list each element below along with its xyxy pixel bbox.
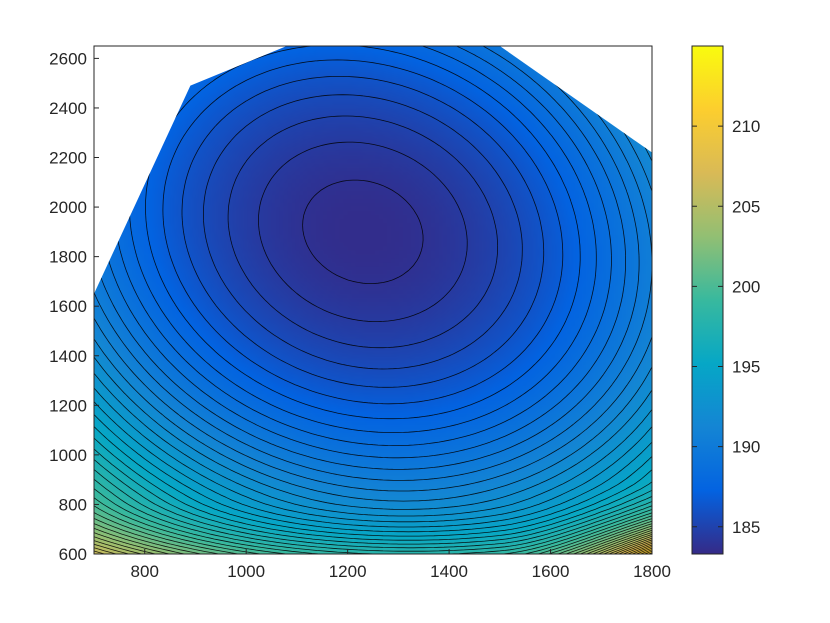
colorbar-tick-label: 205 [732, 197, 760, 216]
contour-line [145, 46, 581, 420]
colorbar-axis: 185 190 195 200 205 210 [692, 117, 760, 537]
y-tick-label: 1600 [49, 297, 87, 316]
contour-line [302, 179, 424, 284]
contour-line [94, 46, 652, 528]
y-tick-label: 800 [59, 495, 87, 514]
y-tick-label: 2000 [49, 198, 87, 217]
contour-line [94, 534, 652, 554]
y-tick-label: 2400 [49, 99, 87, 118]
contour-line [94, 469, 652, 552]
contour-line [632, 546, 652, 554]
y-tick-label: 2200 [49, 149, 87, 168]
contour-line [94, 437, 652, 541]
contour-line [94, 505, 652, 554]
contour-line [162, 59, 564, 405]
y-tick-label: 600 [59, 545, 87, 564]
y-axis: 600 800 1000 1200 1400 1600 1800 2000 2200 2400 26… [49, 49, 99, 564]
contour-line [94, 46, 652, 533]
contour-line [94, 529, 652, 554]
contour-line [627, 544, 652, 554]
contour-line [94, 46, 652, 537]
y-tick-label: 1400 [49, 347, 87, 366]
x-tick-label: 1400 [430, 562, 468, 581]
y-tick-label: 2600 [49, 49, 87, 68]
colorbar-tick-label: 190 [732, 438, 760, 457]
contour-line [94, 497, 652, 554]
colorbar-tick-label: 210 [732, 117, 760, 136]
color-field [94, 46, 652, 554]
contour-line [623, 542, 652, 554]
contour-line [113, 46, 612, 446]
y-tick-label: 1800 [49, 248, 87, 267]
contour-line [227, 115, 498, 349]
x-tick-label: 1600 [532, 562, 570, 581]
contour-line [181, 76, 545, 388]
colorbar-frame [691, 45, 724, 555]
colorbar [692, 46, 723, 554]
x-tick-label: 1000 [227, 562, 265, 581]
x-axis: 800 1000 1200 1400 1600 1800 [131, 549, 671, 581]
contour-line [94, 448, 652, 545]
contour-line [203, 94, 523, 370]
x-tick-label: 1200 [329, 562, 367, 581]
colorbar-tick-label: 195 [732, 358, 760, 377]
x-tick-label: 1800 [633, 562, 671, 581]
plot-frame [93, 45, 653, 555]
contour-line [258, 141, 468, 322]
contour-field [94, 46, 652, 554]
x-tick-label: 800 [131, 562, 159, 581]
data-region [94, 46, 652, 554]
contour-line [94, 532, 652, 554]
y-tick-label: 1200 [49, 396, 87, 415]
contour-line [618, 541, 652, 554]
colorbar-tick-label: 185 [732, 518, 760, 537]
y-tick-label: 1000 [49, 446, 87, 465]
contour-line [94, 459, 652, 549]
colorbar-tick-label: 200 [732, 277, 760, 296]
